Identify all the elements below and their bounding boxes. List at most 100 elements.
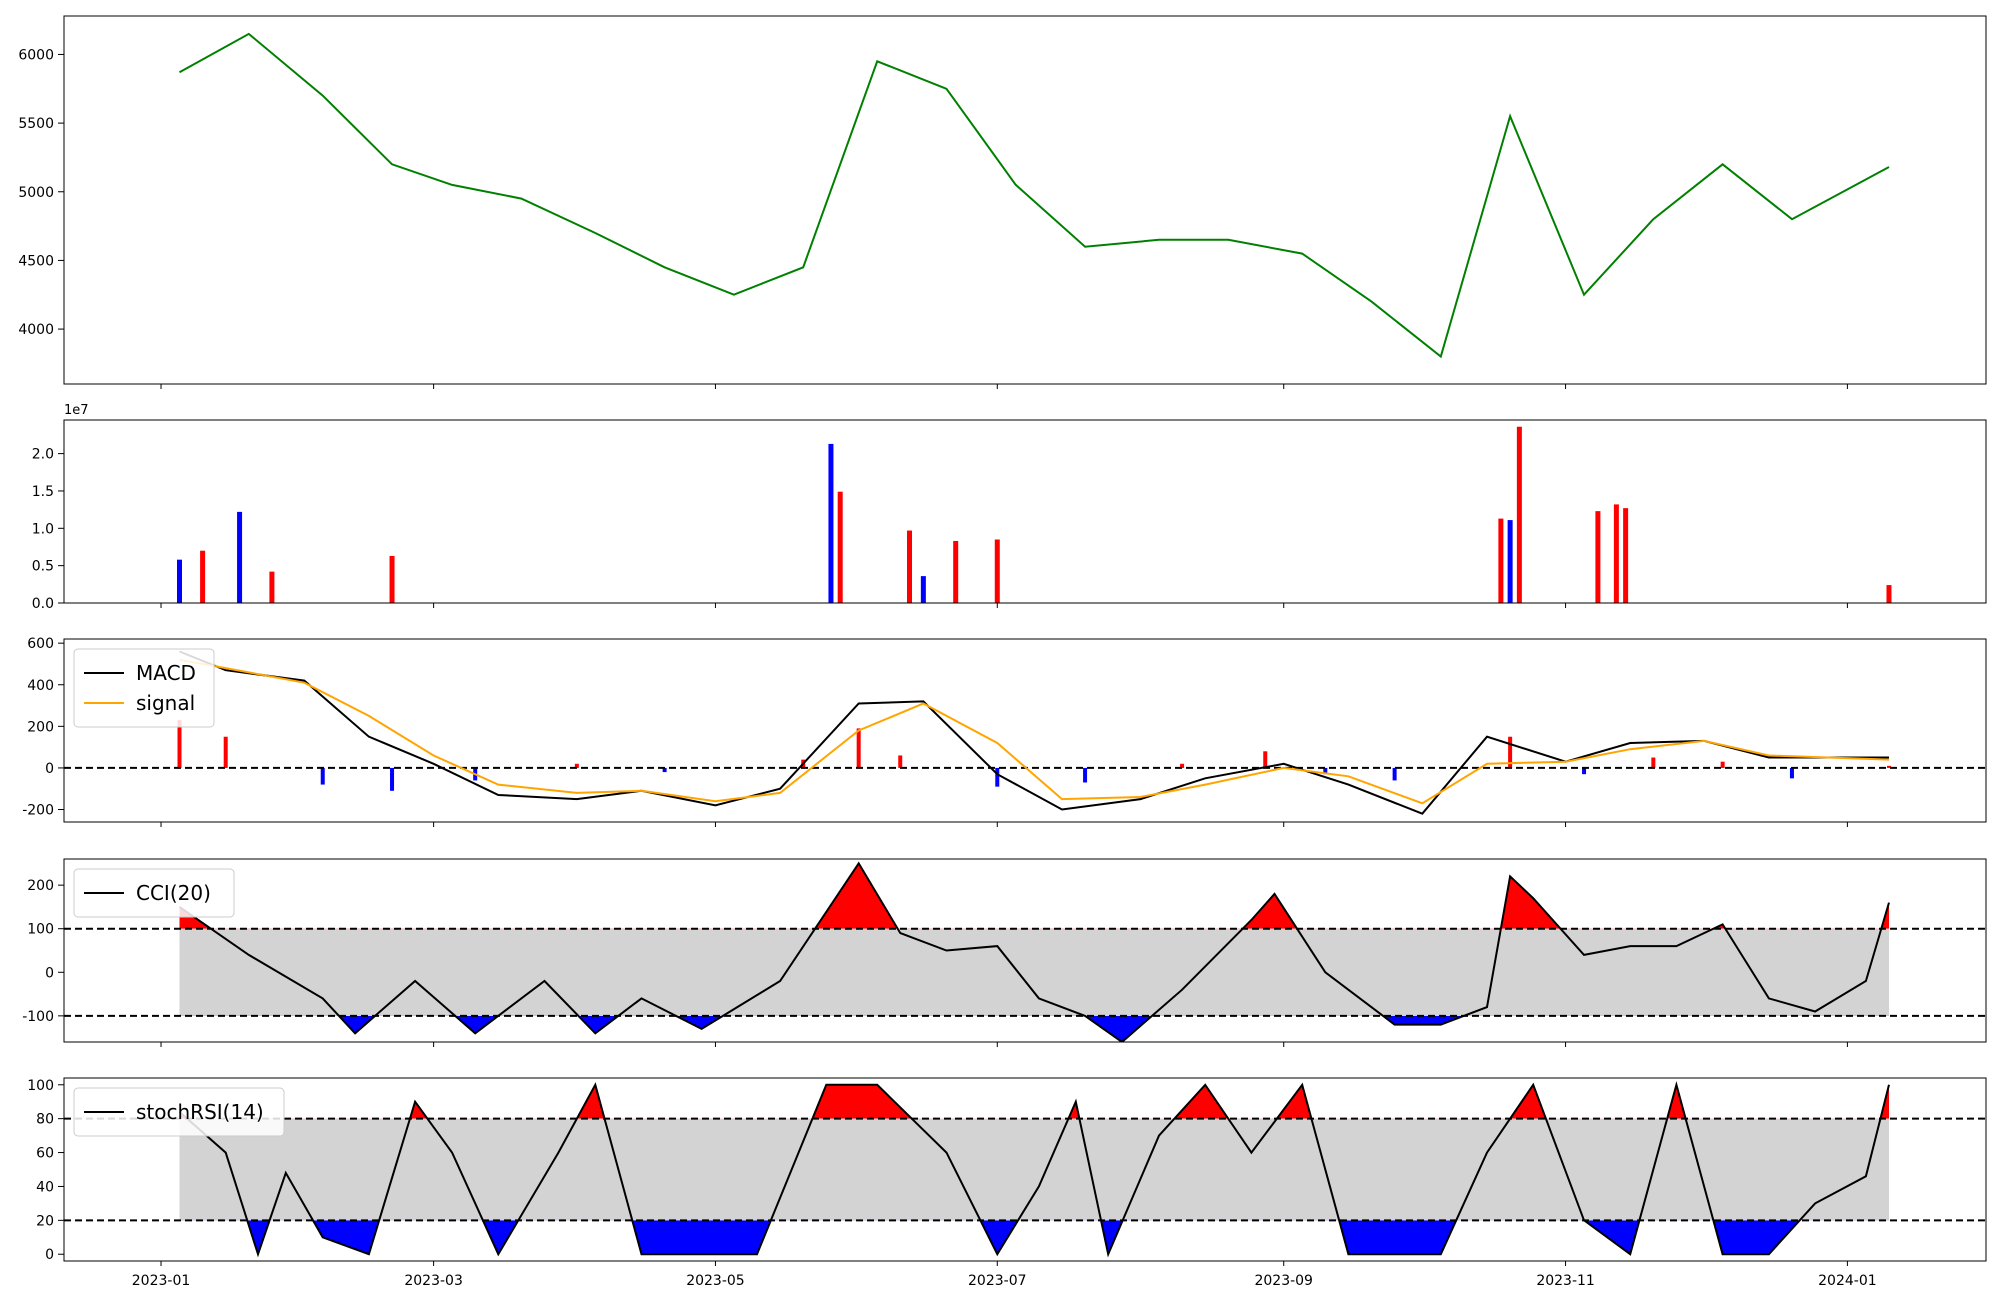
stochrsi-ytick-label: 60 [36,1146,54,1162]
stochrsi-legend-box [73,1087,285,1137]
volume-ytick-label: 0.0 [32,596,54,612]
macd-legend-label: MACD [136,661,196,685]
macd-histogram-bar [574,763,579,768]
stochrsi-frame [63,1077,1987,1262]
macd-histogram-bar [1508,736,1513,768]
macd-histogram-bar [1886,765,1891,768]
macd-histogram-bar [1083,767,1088,783]
stochrsi-ytick-label: 100 [27,1078,54,1094]
xtick-label: 2023-05 [686,1273,745,1289]
macd-histogram-bar [223,736,228,768]
price-frame [63,15,1987,385]
stochrsi-legend-label: stochRSI(14) [136,1100,264,1124]
volume-bar [953,541,959,603]
macd-legend: MACD signal [73,648,215,728]
macd-histogram-bar [1582,767,1587,775]
cci-ytick-label: 0 [45,965,54,981]
volume-bar [269,571,275,603]
macd-ytick-label: 200 [27,719,54,735]
volume-bar [828,443,834,603]
macd-histogram-bar [1263,751,1268,768]
stochrsi-ytick-label: 40 [36,1179,54,1195]
macd-histogram-bar [995,767,1000,787]
stochrsi-plot [64,1080,1986,1258]
macd-histogram-bar [1720,761,1725,768]
macd-frame [63,638,1987,823]
macd-histogram-bar [662,767,667,773]
macd-ytick-label: -200 [22,803,54,819]
macd-ytick-label: 400 [27,678,54,694]
volume-bar [1613,504,1619,603]
volume-plot [177,426,1892,603]
volume-bar [1498,518,1504,603]
macd-histogram-bar [1180,763,1185,768]
price-plot [179,32,1890,359]
volume-multiplier-label: 1e7 [64,403,89,418]
volume-ytick-label: 1.0 [32,521,54,537]
xtick-label: 2023-11 [1536,1273,1595,1289]
cci-plot [64,861,1986,1042]
stochrsi-ytick-label: 20 [36,1213,54,1229]
xtick-label: 2023-07 [968,1273,1027,1289]
macd-histogram-bar [390,767,395,791]
cci-legend-label: CCI(20) [136,881,211,905]
macd-ytick-label: 0 [45,761,54,777]
volume-bar [1886,585,1892,603]
macd-histogram-bar [898,755,903,768]
price-ytick-label: 6000 [18,47,54,63]
volume-bar [1595,511,1601,603]
stochrsi-legend: stochRSI(14) [73,1087,285,1137]
volume-ytick-label: 2.0 [32,447,54,463]
macd-histogram-bar [1323,767,1328,775]
macd-histogram-bar [1392,767,1397,781]
signal-line [179,658,1890,805]
volume-bar [200,550,206,603]
cci-ytick-label: 100 [27,922,54,938]
volume-bar [177,559,183,603]
volume-bar [994,539,1000,603]
macd-plot [64,650,1986,815]
macd-line [179,650,1889,815]
cci-ytick-label: -100 [22,1009,54,1025]
volume-bar [1507,520,1513,603]
cci-ytick-label: 200 [27,878,54,894]
cci-oversold-fill [179,1015,1889,1042]
volume-bar [237,511,243,603]
volume-bar [906,530,912,603]
price-ytick-label: 4000 [18,322,54,338]
volume-ytick-label: 1.5 [32,484,54,500]
xtick-label: 2023-09 [1254,1273,1313,1289]
cci-legend: CCI(20) [73,868,235,918]
macd-legend-label: signal [136,691,195,715]
xtick-label: 2024-01 [1818,1273,1877,1289]
volume-bar [1516,426,1522,603]
stochrsi-ytick-label: 80 [36,1112,54,1128]
macd-legend-box [73,648,215,728]
volume-bar [837,491,843,603]
stochrsi-neutral-band [179,1118,1889,1221]
price-ytick-label: 5500 [18,116,54,132]
macd-ytick-label: 600 [27,636,54,652]
macd-histogram-bar [1789,767,1794,779]
price-line [179,32,1890,359]
volume-ytick-label: 0.5 [32,559,54,575]
cci-line [178,861,1890,1042]
macd-histogram-bar [320,767,325,785]
volume-bar [920,576,926,603]
volume-bar [389,555,395,603]
stochrsi-ytick-label: 0 [45,1247,54,1263]
volume-bar [1623,508,1629,603]
cci-frame [63,858,1987,1043]
macd-histogram-bar [177,720,182,768]
macd-histogram-bar [1651,757,1656,768]
cci-legend-box [73,868,235,918]
volume-frame [63,419,1987,604]
macd-histogram-bar [856,728,861,768]
price-ytick-label: 5000 [18,185,54,201]
stochrsi-line [178,1080,1890,1258]
xtick-label: 2023-03 [404,1273,463,1289]
price-ytick-label: 4500 [18,253,54,269]
xtick-label: 2023-01 [132,1273,191,1289]
cci-neutral-band [179,928,1889,1016]
